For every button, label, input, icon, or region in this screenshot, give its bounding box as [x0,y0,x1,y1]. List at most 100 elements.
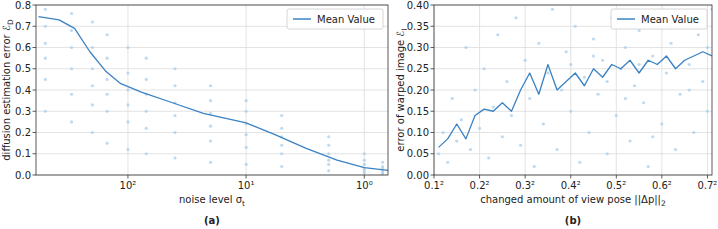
tick-y [33,90,37,91]
tick-label-y: 0.7 [15,21,31,32]
scatter-point [44,110,47,113]
scatter-point [209,125,212,128]
scatter-point [363,159,366,162]
scatter-point [565,50,568,53]
scatter-point [651,54,654,57]
tick-y [33,47,37,48]
scatter-point [574,25,577,28]
scatter-point [280,165,283,168]
scatter-point [637,63,640,66]
scatter-point [469,148,472,151]
scatter-point [280,114,283,117]
tick-label-y: 0.35 [407,21,429,32]
mean-line [439,52,712,148]
tick-label-y: 0.00 [407,170,429,181]
scatter-point [173,67,176,70]
grid-line-y [434,68,712,69]
scatter-point [327,135,330,138]
scatter-point [592,54,595,57]
tick-x [570,175,571,179]
scatter-point [492,105,495,108]
scatter-point [569,110,572,113]
scatter-point [173,114,176,117]
scatter-point [451,97,454,100]
scatter-point [624,97,627,100]
scatter-point [555,148,558,151]
scatter-point [446,161,449,164]
legend: Mean Value [611,9,707,29]
tick-label-y: 0.25 [407,63,429,74]
scatter-point [126,46,129,49]
tick-label-y: 0.4 [15,85,31,96]
scatter-point [628,139,631,142]
grid-line-y [36,132,388,133]
tick-label-y: 0.3 [15,106,31,117]
tick-x [616,175,617,179]
scatter-point [642,101,645,104]
scatter-point [327,152,330,155]
scatter-point [651,135,654,138]
scatter-point [126,148,129,151]
tick-y [431,47,435,48]
scatter-point [669,42,672,45]
scatter-point [505,80,508,83]
scatter-point [560,88,563,91]
scatter-point [145,78,148,81]
scatter-point [91,84,94,87]
label-subscript: t [242,199,245,208]
scatter-point [665,71,668,74]
scatter-point [615,114,618,117]
scatter-point [173,84,176,87]
legend-swatch [293,18,311,20]
legend-label: Mean Value [317,14,375,25]
tick-y [431,111,435,112]
scatter-point [70,93,73,96]
grid-line-y [434,47,712,48]
scatter-point [327,163,330,166]
scatter-point [692,131,695,134]
scatter-point [701,80,704,83]
scatter-point [578,161,581,164]
scatter-point [606,80,609,83]
label-subscript: 2 [661,199,666,208]
tick-x [434,175,435,179]
scatter-point [44,25,47,28]
scatter-point [596,93,599,96]
tick-label-y: 0.1 [15,148,31,159]
scatter-point [678,93,681,96]
tick-label-y: 0.20 [407,85,429,96]
tick-label-y: 0.0 [15,170,31,181]
panel-title: (a) [204,215,220,226]
label-subscript: D [6,19,15,25]
x-axis-label: changed amount of view pose ||Δp||2 [480,194,666,208]
scatter-point [209,99,212,102]
scatter-point [381,161,384,164]
scatter-point [706,46,709,49]
scatter-point [533,165,536,168]
scatter-point [442,131,445,134]
tick-label-y: 0.2 [15,127,31,138]
scatter-point [528,97,531,100]
scatter-point [145,110,148,113]
scatter-point [91,103,94,106]
data-area [39,8,388,175]
tick-label-x: 0.3² [515,180,535,191]
scatter-point [126,71,129,74]
scatter-point [106,110,109,113]
grid-line-y [36,153,388,154]
label-subscript: I [400,28,409,30]
tick-label-x: 10⁰ [356,180,373,191]
scatter-point [245,110,248,113]
legend-box [287,9,383,29]
scatter-point [501,135,504,138]
tick-y [33,68,37,69]
tick-y [33,132,37,133]
tick-label-x: 10¹ [238,180,255,191]
scatter-point [245,133,248,136]
tick-y [33,26,37,27]
scatter-point [145,152,148,155]
tick-y [33,175,37,176]
scatter-point [70,12,73,15]
scatter-point [464,46,467,49]
scatter-point [70,120,73,123]
